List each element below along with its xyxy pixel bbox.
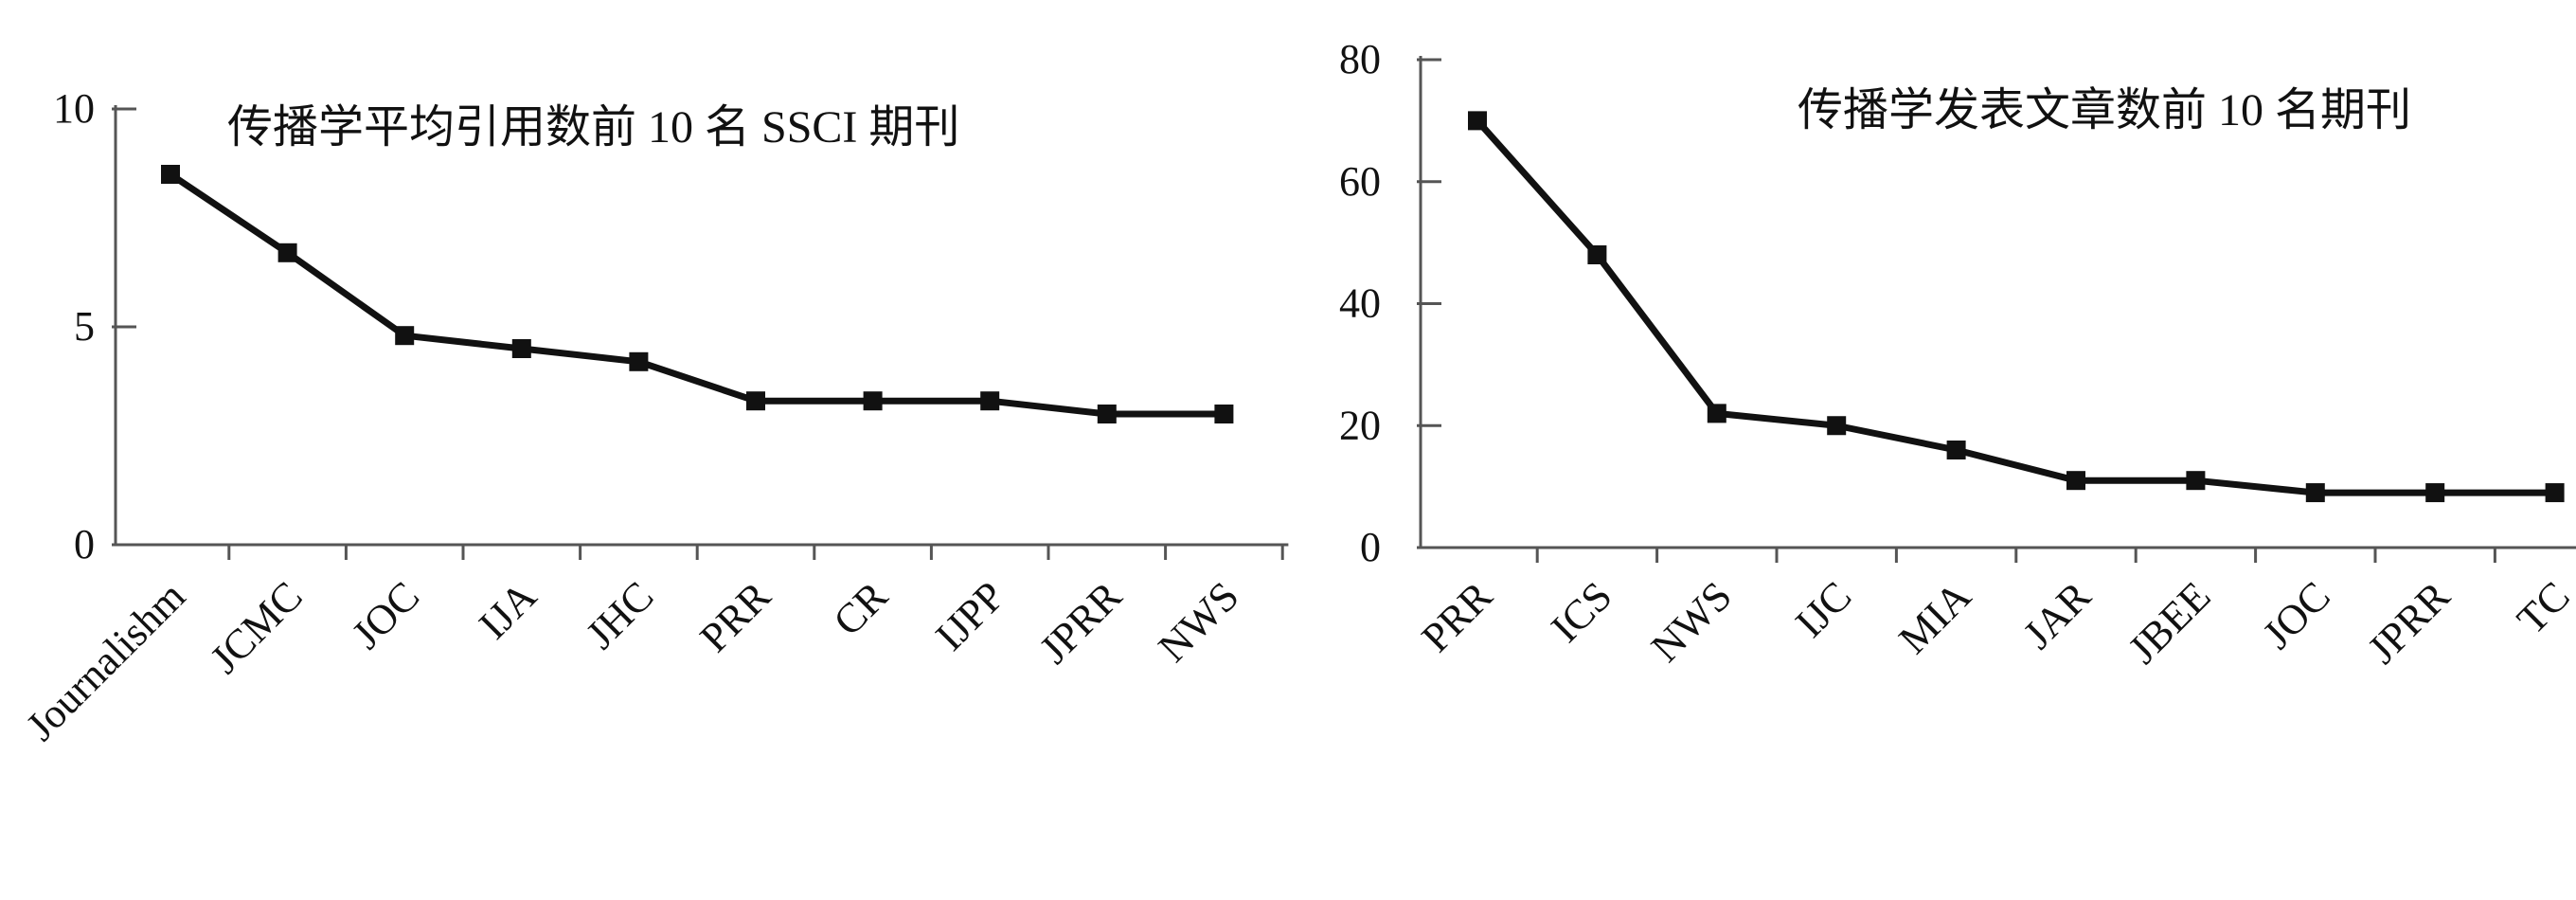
series-line bbox=[167, 171, 1227, 418]
data-point-marker bbox=[2305, 483, 2325, 503]
y-tick-label: 10 bbox=[53, 85, 95, 132]
x-category-label: TC bbox=[2508, 572, 2576, 642]
x-category-label: IJA bbox=[470, 572, 546, 648]
x-category-label: PRR bbox=[1413, 572, 1502, 661]
data-point-marker bbox=[980, 391, 1000, 411]
x-category-label: MIA bbox=[1890, 572, 1980, 662]
data-point-marker bbox=[277, 243, 297, 262]
y-tick-label: 0 bbox=[74, 521, 95, 567]
chart-title: 传播学发表文章数前 10 名期刊 bbox=[1798, 85, 2411, 135]
x-category-label: JOC bbox=[343, 572, 428, 657]
y-tick-label: 20 bbox=[1339, 402, 1381, 448]
data-point-marker bbox=[161, 165, 180, 184]
y-tick-label: 80 bbox=[1339, 36, 1381, 82]
x-category-label: CR bbox=[825, 572, 898, 645]
data-point-marker bbox=[2066, 471, 2085, 491]
data-point-marker bbox=[2545, 483, 2565, 503]
x-category-label: NWS bbox=[1150, 572, 1248, 671]
x-category-label: JHC bbox=[577, 572, 662, 657]
data-point-marker bbox=[1097, 405, 1117, 423]
data-point-marker bbox=[1946, 441, 1966, 459]
series-line bbox=[1474, 117, 2559, 496]
x-category-label: JCMC bbox=[202, 572, 312, 682]
x-category-label: NWS bbox=[1642, 572, 1741, 671]
x-category-label: JBEE bbox=[2120, 572, 2220, 673]
x-category-label: IJC bbox=[1786, 572, 1860, 646]
data-point-marker bbox=[2425, 483, 2445, 503]
data-point-marker bbox=[1214, 405, 1234, 423]
x-category-label: JPRR bbox=[1030, 572, 1131, 673]
data-point-marker bbox=[395, 326, 415, 346]
x-category-label: JAR bbox=[2014, 572, 2100, 657]
x-category-label: ICS bbox=[1542, 572, 1620, 651]
x-category-label: IJPP bbox=[927, 572, 1014, 659]
chart-avg-citations: 传播学平均引用数前 10 名 SSCI 期刊 0 5 10 Journalishm JCM… bbox=[17, 85, 1289, 749]
y-tick-label: 40 bbox=[1339, 280, 1381, 327]
data-point-marker bbox=[1707, 404, 1726, 423]
x-category-label: PRR bbox=[691, 572, 780, 661]
data-point-marker bbox=[746, 391, 765, 411]
y-tick-label: 60 bbox=[1339, 158, 1381, 205]
y-tick-label: 0 bbox=[1360, 524, 1381, 570]
chart-title: 传播学平均引用数前 10 名 SSCI 期刊 bbox=[227, 102, 959, 153]
data-point-marker bbox=[1587, 245, 1607, 264]
chart-article-count: 传播学发表文章数前 10 名期刊 0 20 40 60 80 PRR ICS NWS IJC MIA… bbox=[1339, 36, 2576, 673]
data-point-marker bbox=[2186, 471, 2206, 491]
x-category-label: JOC bbox=[2254, 572, 2339, 657]
data-point-marker bbox=[511, 339, 531, 358]
y-tick-label: 5 bbox=[74, 303, 95, 350]
x-category-label: Journalishm bbox=[17, 572, 194, 749]
x-category-label: JPRR bbox=[2359, 572, 2460, 673]
data-point-marker bbox=[863, 391, 883, 411]
data-point-marker bbox=[1827, 416, 1847, 436]
data-point-marker bbox=[1468, 111, 1487, 131]
data-point-marker bbox=[629, 351, 649, 371]
